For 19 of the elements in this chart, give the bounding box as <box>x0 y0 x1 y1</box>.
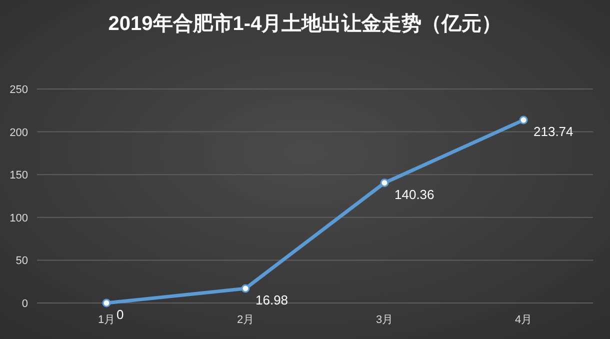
point <box>102 298 111 308</box>
y-tick-label: 0 <box>22 298 28 310</box>
point <box>380 178 389 188</box>
x-tick-label: 4月 <box>514 314 532 326</box>
y-tick-label: 150 <box>10 170 28 182</box>
data-label: 213.74 <box>534 124 574 140</box>
chart-title: 2019年合肥市1-4月土地出让金走势（亿元） <box>108 12 502 35</box>
point <box>241 284 250 293</box>
y-tick-label: 200 <box>10 126 28 139</box>
data-label: 140.36 <box>394 186 434 202</box>
y-tick-label: 250 <box>10 84 28 96</box>
y-tick-label: 50 <box>16 255 28 268</box>
x-tick-label: 2月 <box>236 314 254 326</box>
x-tick-label: 3月 <box>376 314 394 326</box>
data-label: 0 <box>116 307 124 322</box>
x-tick-label: 1月 <box>98 314 116 326</box>
y-tick-label: 100 <box>10 212 28 224</box>
point <box>519 116 528 124</box>
data-label: 16.98 <box>256 292 288 308</box>
